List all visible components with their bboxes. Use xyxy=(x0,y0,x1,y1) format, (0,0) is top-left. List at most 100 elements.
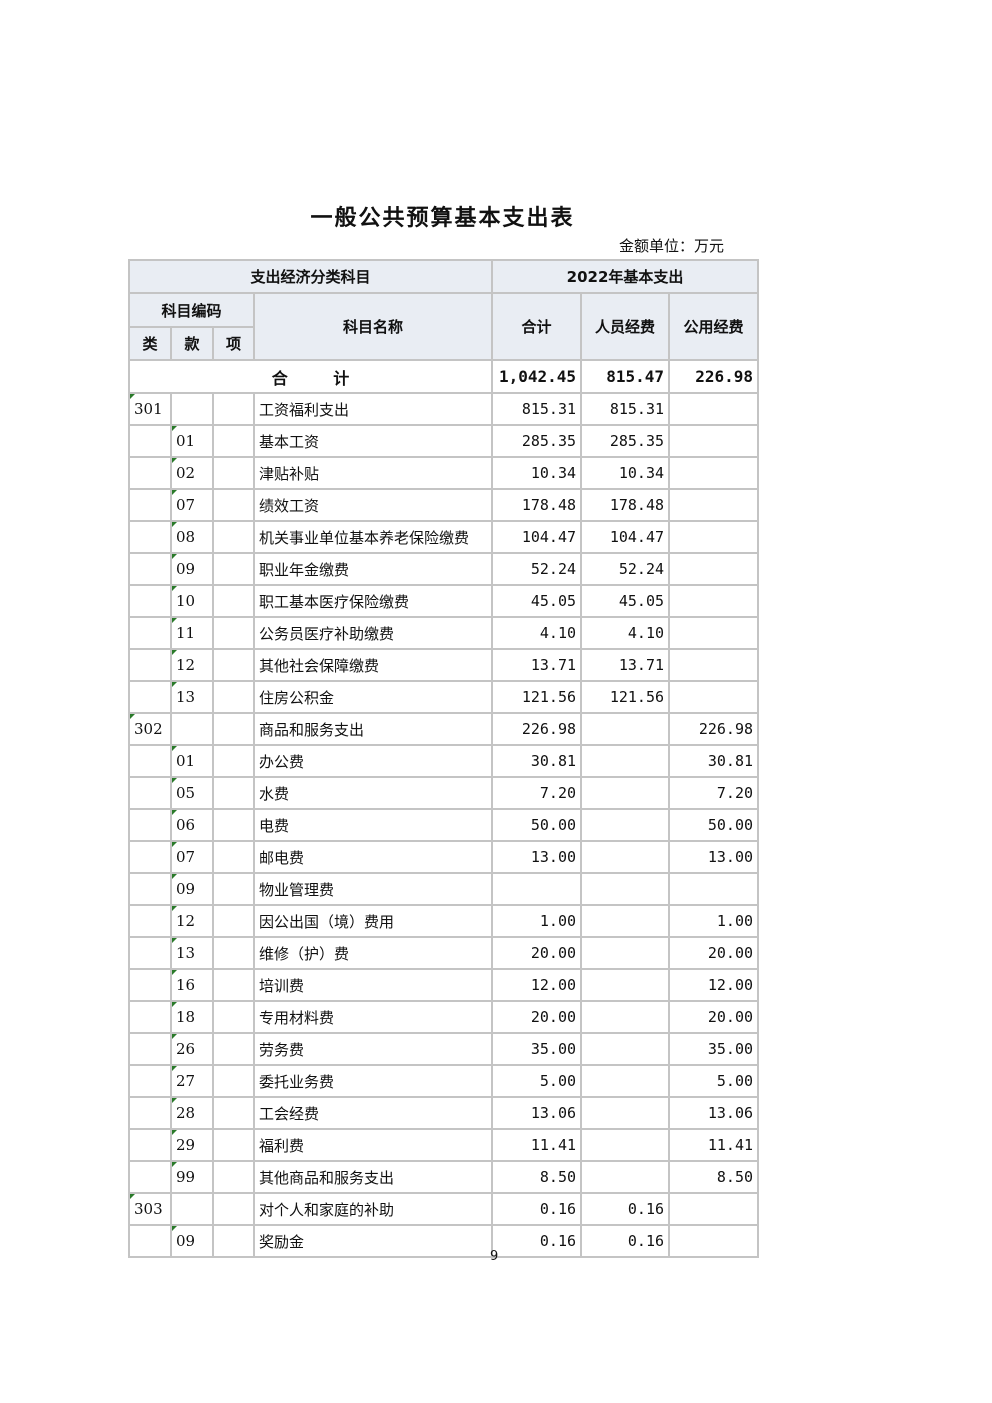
value-public: 11.41 xyxy=(668,1128,760,1162)
value-personnel: 13.71 xyxy=(580,648,671,682)
value-total: 10.34 xyxy=(491,456,583,490)
item-name: 基本工资 xyxy=(252,424,494,458)
code-kuan: 13 xyxy=(170,680,214,714)
value-personnel: 4.10 xyxy=(580,616,671,650)
code-lei xyxy=(128,552,172,586)
page-number: 9 xyxy=(490,1249,499,1264)
code-xiang xyxy=(212,904,255,938)
value-total: 20.00 xyxy=(491,936,583,970)
code-kuan: 02 xyxy=(170,456,214,490)
code-kuan xyxy=(170,1192,214,1226)
value-public: 7.20 xyxy=(668,776,760,810)
value-personnel: 285.35 xyxy=(580,424,671,458)
table-row: 08 机关事业单位基本养老保险缴费 104.47 104.47 xyxy=(128,520,760,554)
value-public xyxy=(668,616,760,650)
code-kuan: 07 xyxy=(170,840,214,874)
code-xiang xyxy=(212,488,255,522)
code-kuan: 09 xyxy=(170,552,214,586)
code-xiang xyxy=(212,552,255,586)
item-name: 工会经费 xyxy=(252,1096,494,1130)
code-lei xyxy=(128,616,172,650)
value-personnel xyxy=(580,840,671,874)
item-name: 电费 xyxy=(252,808,494,842)
code-xiang xyxy=(212,1192,255,1226)
value-total: 52.24 xyxy=(491,552,583,586)
code-lei xyxy=(128,808,172,842)
value-public: 12.00 xyxy=(668,968,760,1002)
code-kuan: 18 xyxy=(170,1000,214,1034)
code-lei xyxy=(128,1000,172,1034)
header-group-category: 支出经济分类科目 xyxy=(127,259,494,294)
value-public xyxy=(668,1224,760,1258)
code-kuan: 13 xyxy=(170,936,214,970)
value-total: 0.16 xyxy=(491,1224,583,1258)
item-name: 职工基本医疗保险缴费 xyxy=(252,584,494,618)
code-xiang xyxy=(212,840,255,874)
table-row: 10 职工基本医疗保险缴费 45.05 45.05 xyxy=(128,584,760,618)
value-total: 30.81 xyxy=(491,744,583,778)
code-xiang xyxy=(212,1000,255,1034)
table-row: 09 奖励金 0.16 0.16 xyxy=(128,1224,760,1258)
code-xiang xyxy=(212,1032,255,1066)
item-name: 维修（护）费 xyxy=(252,936,494,970)
code-xiang xyxy=(212,1064,255,1098)
total-public: 226.98 xyxy=(668,359,760,394)
code-xiang xyxy=(212,936,255,970)
code-xiang xyxy=(212,680,255,714)
code-kuan: 09 xyxy=(170,1224,214,1258)
value-public: 8.50 xyxy=(668,1160,760,1194)
code-lei xyxy=(128,872,172,906)
table-row: 26 劳务费 35.00 35.00 xyxy=(128,1032,760,1066)
value-personnel xyxy=(580,936,671,970)
value-total: 12.00 xyxy=(491,968,583,1002)
code-xiang xyxy=(212,392,255,426)
value-total: 35.00 xyxy=(491,1032,583,1066)
code-kuan: 29 xyxy=(170,1128,214,1162)
code-lei xyxy=(128,840,172,874)
value-personnel xyxy=(580,904,671,938)
value-personnel xyxy=(580,1096,671,1130)
value-total: 4.10 xyxy=(491,616,583,650)
value-total: 45.05 xyxy=(491,584,583,618)
item-name: 津贴补贴 xyxy=(252,456,494,490)
value-personnel: 0.16 xyxy=(580,1224,671,1258)
value-public: 20.00 xyxy=(668,936,760,970)
total-sum: 1,042.45 xyxy=(491,359,583,394)
header-code: 科目编码 xyxy=(128,292,255,328)
item-name: 其他社会保障缴费 xyxy=(252,648,494,682)
code-kuan: 26 xyxy=(170,1032,214,1066)
code-lei: 301 xyxy=(128,392,172,426)
value-public xyxy=(668,872,760,906)
code-lei: 302 xyxy=(128,712,172,746)
table-row: 29 福利费 11.41 11.41 xyxy=(128,1128,760,1162)
value-personnel xyxy=(580,712,671,746)
value-public: 35.00 xyxy=(668,1032,760,1066)
item-name: 对个人和家庭的补助 xyxy=(252,1192,494,1226)
value-total: 121.56 xyxy=(491,680,583,714)
value-total xyxy=(491,872,583,906)
value-public xyxy=(668,520,760,554)
value-personnel xyxy=(580,1128,671,1162)
code-lei xyxy=(128,1032,172,1066)
total-row: 合 计 1,042.45 815.47 226.98 xyxy=(127,359,760,394)
value-public: 20.00 xyxy=(668,1000,760,1034)
code-lei xyxy=(128,1064,172,1098)
code-lei xyxy=(128,488,172,522)
code-lei xyxy=(128,520,172,554)
code-lei xyxy=(128,1224,172,1258)
code-kuan: 07 xyxy=(170,488,214,522)
value-public xyxy=(668,1192,760,1226)
code-xiang xyxy=(212,456,255,490)
header-public: 公用经费 xyxy=(668,292,760,361)
value-personnel xyxy=(580,776,671,810)
item-name: 商品和服务支出 xyxy=(252,712,494,746)
table-row: 13 住房公积金 121.56 121.56 xyxy=(128,680,760,714)
code-xiang xyxy=(212,968,255,1002)
value-personnel: 52.24 xyxy=(580,552,671,586)
table-row: 01 基本工资 285.35 285.35 xyxy=(128,424,760,458)
item-name: 工资福利支出 xyxy=(252,392,494,426)
code-kuan: 12 xyxy=(170,904,214,938)
value-public xyxy=(668,552,760,586)
item-name: 邮电费 xyxy=(252,840,494,874)
